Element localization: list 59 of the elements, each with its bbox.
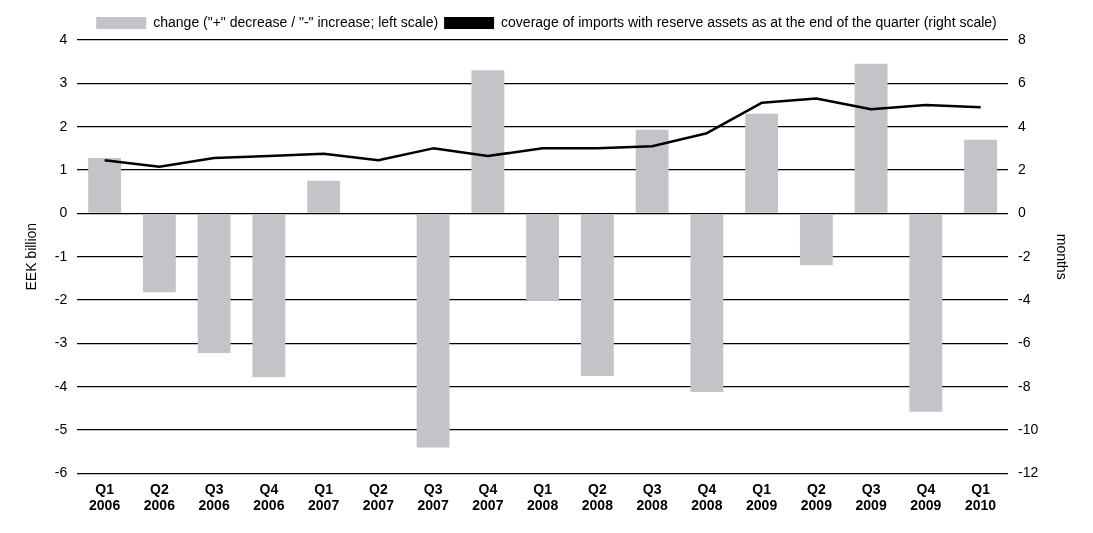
x-tick-label: Q1 2007 — [308, 480, 340, 514]
y-axis-title: EEK billion — [23, 222, 40, 291]
y2-tick-label: 4 — [1017, 117, 1026, 134]
legend-label: coverage of imports with reserve assets as at the end of the quarter (right scale) — [501, 13, 997, 30]
x-tick-label: Q4 2009 — [910, 480, 942, 514]
bar — [909, 213, 943, 412]
bar — [854, 63, 888, 213]
x-tick-label: Q1 2006 — [89, 480, 121, 514]
y-tick-label: 0 — [59, 204, 68, 221]
bar — [690, 213, 724, 392]
y2-tick-label: 2 — [1017, 160, 1026, 177]
x-tick-label: Q1 2008 — [527, 480, 559, 514]
bar — [580, 213, 614, 376]
y-tick-label: -1 — [54, 247, 68, 264]
bar — [307, 180, 341, 213]
y2-tick-label: 8 — [1017, 30, 1026, 47]
bar — [635, 129, 669, 213]
y-tick-label: 4 — [59, 30, 68, 47]
x-tick-label: Q3 2007 — [417, 480, 449, 514]
bar — [142, 213, 176, 293]
x-tick-label: Q3 2006 — [198, 480, 230, 514]
bar — [964, 139, 998, 213]
y2-tick-label: -4 — [1017, 290, 1031, 307]
x-tick-label: Q1 2010 — [965, 480, 997, 514]
y2-tick-label: -6 — [1017, 334, 1031, 351]
bar — [799, 213, 833, 266]
bar — [745, 113, 779, 213]
bar — [416, 213, 450, 448]
y-tick-label: 3 — [59, 74, 68, 91]
y-tick-label: -5 — [54, 420, 68, 437]
x-tick-label: Q3 2008 — [636, 480, 668, 514]
bar — [197, 213, 231, 353]
y-tick-label: 2 — [59, 117, 68, 134]
x-tick-label: Q2 2008 — [581, 480, 614, 514]
x-tick-label: Q2 2007 — [362, 480, 395, 514]
y2-tick-label: -12 — [1017, 464, 1039, 481]
x-tick-label: Q4 2007 — [472, 480, 504, 514]
x-tick-label: Q4 2008 — [691, 480, 723, 514]
bar — [526, 213, 560, 301]
y-tick-label: -2 — [54, 290, 68, 307]
y2-tick-label: -2 — [1017, 247, 1031, 264]
y2-tick-label: -10 — [1017, 420, 1039, 437]
x-tick-label: Q1 2009 — [746, 480, 778, 514]
y-tick-label: 1 — [59, 160, 68, 177]
x-tick-label: Q3 2009 — [855, 480, 887, 514]
bar — [252, 213, 286, 378]
bar — [471, 70, 505, 213]
y2-tick-label: 0 — [1017, 204, 1026, 221]
y2-tick-label: 6 — [1017, 74, 1026, 91]
x-tick-label: Q2 2006 — [143, 480, 176, 514]
y-tick-label: -3 — [54, 334, 68, 351]
legend-label: change ("+" decrease / "-" increase; left scale) — [153, 13, 439, 30]
y2-tick-label: -8 — [1017, 377, 1031, 394]
y2-axis-title: months — [1053, 233, 1070, 280]
x-tick-label: Q2 2009 — [800, 480, 833, 514]
x-tick-label: Q4 2006 — [253, 480, 285, 514]
y-tick-label: -4 — [54, 377, 68, 394]
bar — [88, 157, 122, 213]
y-tick-label: -6 — [54, 464, 68, 481]
